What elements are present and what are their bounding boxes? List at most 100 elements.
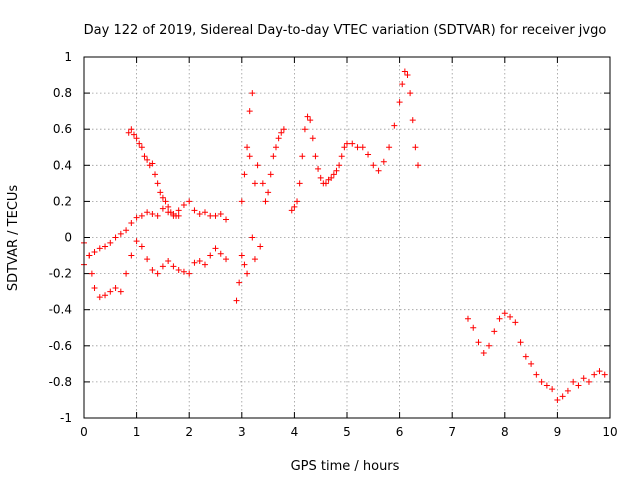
data-point: [288, 207, 295, 214]
x-tick-label: 2: [185, 425, 193, 439]
data-point: [175, 207, 182, 214]
x-tick-label: 3: [238, 425, 246, 439]
data-point: [265, 189, 272, 196]
data-point: [223, 256, 230, 263]
data-point: [317, 174, 324, 181]
data-point: [299, 153, 306, 160]
data-point: [401, 68, 408, 75]
data-point: [580, 375, 587, 382]
data-point: [559, 393, 566, 400]
data-point: [128, 220, 135, 227]
data-point: [270, 153, 277, 160]
axis-ticks: [83, 56, 611, 419]
data-point: [138, 212, 145, 219]
data-point: [464, 315, 471, 322]
data-point: [554, 396, 561, 403]
data-point: [159, 263, 166, 270]
data-point: [501, 310, 508, 317]
data-point: [186, 270, 193, 277]
data-point: [154, 270, 161, 277]
data-point: [309, 135, 316, 142]
data-point: [123, 270, 130, 277]
data-point: [233, 297, 240, 304]
y-tick-label: 0: [64, 231, 72, 245]
data-point: [522, 353, 529, 360]
data-point: [201, 261, 208, 268]
data-point: [344, 140, 350, 147]
data-point: [407, 90, 414, 97]
y-tick-label: 0.2: [53, 194, 72, 208]
series-arc-4: [233, 90, 287, 304]
y-tick-label: 0.6: [53, 122, 72, 136]
data-point: [591, 371, 598, 378]
data-point: [296, 180, 303, 187]
data-point: [91, 285, 98, 292]
data-point: [543, 382, 550, 389]
data-point: [149, 160, 156, 167]
data-point: [149, 266, 156, 273]
data-point: [570, 378, 577, 385]
data-point: [180, 268, 187, 275]
y-tick-label: -0.8: [49, 375, 72, 389]
data-point: [349, 140, 356, 147]
data-point: [107, 239, 114, 246]
data-point: [322, 180, 329, 187]
data-point: [186, 198, 193, 205]
data-point: [86, 252, 93, 259]
data-point: [191, 207, 198, 214]
data-point: [359, 144, 366, 151]
y-tick-label: 1: [64, 50, 72, 64]
data-point: [517, 339, 524, 346]
data-point: [370, 162, 377, 169]
data-point: [275, 135, 282, 142]
data-point: [128, 252, 135, 259]
series-arc-2: [81, 238, 230, 301]
data-point: [315, 165, 322, 172]
chart-title: Day 122 of 2019, Sidereal Day-to-day VTE…: [84, 23, 607, 38]
data-point: [133, 238, 140, 245]
data-point: [496, 315, 503, 322]
data-point: [112, 234, 119, 241]
data-point: [144, 156, 151, 163]
data-point: [162, 198, 169, 205]
data-point: [254, 162, 261, 169]
x-tick-label: 5: [343, 425, 351, 439]
data-point: [528, 360, 535, 367]
data-point: [533, 371, 540, 378]
data-point: [133, 214, 140, 221]
data-points: [81, 68, 608, 403]
data-point: [217, 250, 224, 257]
data-point: [278, 129, 285, 136]
data-point: [262, 198, 269, 205]
data-point: [507, 313, 514, 320]
data-point: [475, 339, 482, 346]
data-point: [144, 256, 151, 263]
data-point: [238, 252, 245, 259]
y-tick-label: -0.4: [49, 303, 72, 317]
data-point: [238, 198, 245, 205]
data-point: [165, 257, 172, 264]
data-point: [391, 122, 398, 129]
data-point: [149, 211, 156, 218]
data-point: [470, 324, 477, 331]
data-point: [152, 171, 159, 178]
data-point: [307, 117, 314, 124]
data-point: [144, 209, 151, 216]
data-point: [601, 371, 608, 378]
data-point: [365, 151, 372, 158]
data-point: [272, 144, 279, 151]
data-point: [244, 270, 251, 277]
data-point: [157, 189, 164, 196]
data-point: [404, 72, 411, 79]
data-point: [201, 209, 208, 216]
plot-frame: [83, 56, 611, 419]
series-arc-6: [464, 310, 608, 403]
data-point: [236, 279, 243, 286]
data-point: [304, 113, 311, 120]
data-point: [96, 245, 103, 252]
data-point: [159, 205, 166, 212]
data-point: [491, 328, 498, 335]
data-point: [486, 342, 493, 349]
data-point: [244, 144, 251, 151]
data-point: [130, 131, 137, 138]
